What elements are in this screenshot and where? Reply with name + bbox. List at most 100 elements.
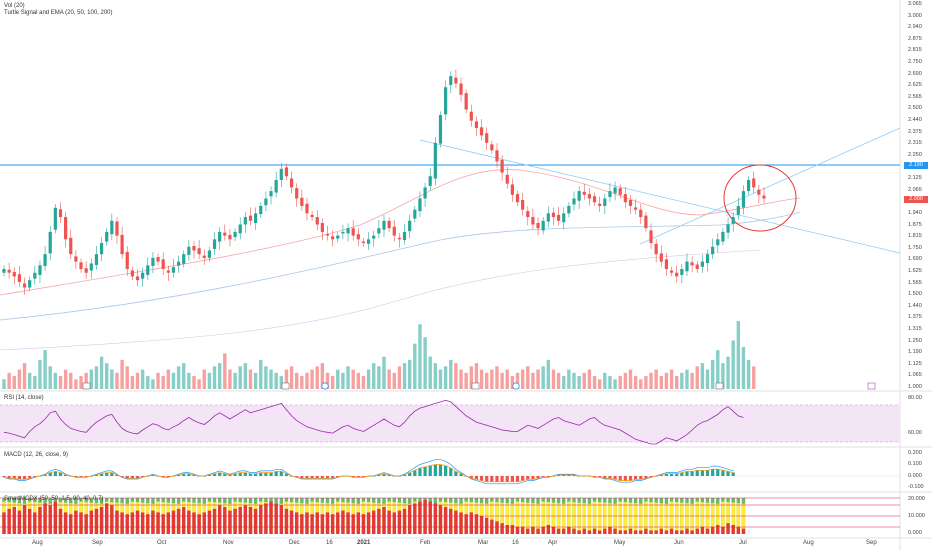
smart-bar <box>372 510 376 534</box>
ema-indicator-title[interactable]: Turtle Signal and EMA (20, 50, 100, 200) <box>4 10 113 16</box>
candle-body <box>639 209 643 218</box>
candle-body <box>320 223 324 232</box>
smart-bar <box>485 517 489 534</box>
macd-histogram-bar <box>305 476 309 479</box>
smart-bar <box>731 525 735 534</box>
macd-histogram-bar <box>28 476 32 479</box>
volume-bar <box>572 372 576 389</box>
macd-histogram-bar <box>536 476 540 479</box>
smart-bar <box>505 525 509 534</box>
volume-bar <box>485 372 489 389</box>
volume-bar <box>505 369 509 389</box>
volume-bar <box>669 369 674 389</box>
smart-bar <box>105 503 109 534</box>
price-axis-label: 1.750 <box>908 244 922 251</box>
smart-bar <box>623 530 628 534</box>
volume-bar <box>592 376 597 389</box>
smart-bar <box>628 528 633 534</box>
candle-body <box>79 262 83 270</box>
smart-bar <box>695 528 699 534</box>
macd-histogram-bar <box>284 473 289 476</box>
smart-bar-mid <box>577 502 581 534</box>
volume-bar <box>336 369 340 389</box>
macd-histogram-bar <box>628 476 633 481</box>
earnings-marker[interactable] <box>281 382 290 390</box>
smart-bar <box>212 508 217 534</box>
smart-bar-mid <box>536 503 540 534</box>
smart-axis-label: 20.000 <box>908 496 925 502</box>
volume-bar <box>510 376 515 389</box>
smart-bar <box>454 510 458 534</box>
earnings-marker[interactable] <box>471 382 480 390</box>
smart-bar <box>438 505 443 534</box>
volume-bar <box>217 363 222 389</box>
smart-bar-mid <box>721 501 725 534</box>
volume-bar <box>515 372 520 389</box>
macd-histogram-bar <box>336 476 340 478</box>
smart-bar-mid <box>500 502 504 534</box>
dividend-marker[interactable] <box>321 382 329 390</box>
earnings-marker[interactable] <box>82 382 91 390</box>
volume-bar <box>443 366 448 389</box>
smart-bar <box>413 503 417 534</box>
smart-bar <box>48 505 52 534</box>
smart-indicator-title[interactable]: SmartMCDX (50, 50, 1.5, 80, 40, 0.7) <box>4 496 104 502</box>
candle-body <box>705 254 710 264</box>
candle-body <box>649 230 653 244</box>
macd-histogram-bar <box>423 466 427 476</box>
candle-body <box>469 111 473 121</box>
smart-bar <box>551 526 556 534</box>
smart-bar <box>17 510 22 534</box>
smart-bar <box>741 528 746 534</box>
level-price-tag: 2.190 <box>904 162 928 169</box>
smart-bar <box>305 512 309 534</box>
macd-histogram-bar <box>695 470 699 476</box>
candle-body <box>433 142 437 179</box>
macd-histogram-bar <box>438 464 443 476</box>
volume-bar <box>474 363 479 389</box>
smart-bar <box>284 508 289 534</box>
macd-histogram-bar <box>402 474 407 476</box>
rsi-band <box>0 405 900 442</box>
circle-annotation[interactable] <box>723 164 797 232</box>
future-event-marker[interactable] <box>867 382 876 390</box>
trendline-resistance[interactable] <box>419 139 901 254</box>
rsi-indicator-title[interactable]: RSI (14, close) <box>4 395 44 401</box>
volume-bar <box>53 372 58 389</box>
volume-bar <box>382 356 386 389</box>
candle-body <box>69 237 73 255</box>
macd-histogram-bar <box>135 476 140 479</box>
macd-histogram-bar <box>48 472 52 476</box>
volume-bar <box>397 366 402 389</box>
trendline-support[interactable] <box>639 127 901 245</box>
macd-histogram-bar <box>613 476 617 480</box>
macd-histogram-bar <box>295 476 299 478</box>
macd-histogram-bar <box>233 473 237 476</box>
smart-bar-mid <box>582 503 586 534</box>
macd-histogram-bar <box>418 467 422 476</box>
smart-bar <box>479 516 484 534</box>
smart-bar <box>12 507 16 534</box>
vol-indicator-title[interactable]: Vol (20) <box>4 3 25 9</box>
macd-indicator-title[interactable]: MACD (12, 26, close, 9) <box>4 452 69 458</box>
volume-bar <box>551 369 556 389</box>
volume-bar <box>520 369 525 389</box>
smart-bar <box>192 512 196 534</box>
smart-bar-mid <box>510 503 515 534</box>
macd-histogram-bar <box>505 476 509 482</box>
candle-body <box>741 191 746 208</box>
smart-bar <box>685 528 689 534</box>
candle-body <box>716 239 720 246</box>
smart-bar <box>710 526 715 534</box>
current-price-tag: 2.000 <box>904 196 928 203</box>
candle-body <box>166 270 170 273</box>
earnings-marker[interactable] <box>715 382 724 390</box>
macd-histogram-bar <box>705 470 710 476</box>
date-label: May <box>614 540 626 546</box>
volume-bar <box>407 359 412 389</box>
dividend-marker[interactable] <box>512 382 520 390</box>
rsi-line <box>3 399 744 445</box>
macd-histogram-bar <box>726 471 730 476</box>
macd-histogram-bar <box>331 476 335 479</box>
